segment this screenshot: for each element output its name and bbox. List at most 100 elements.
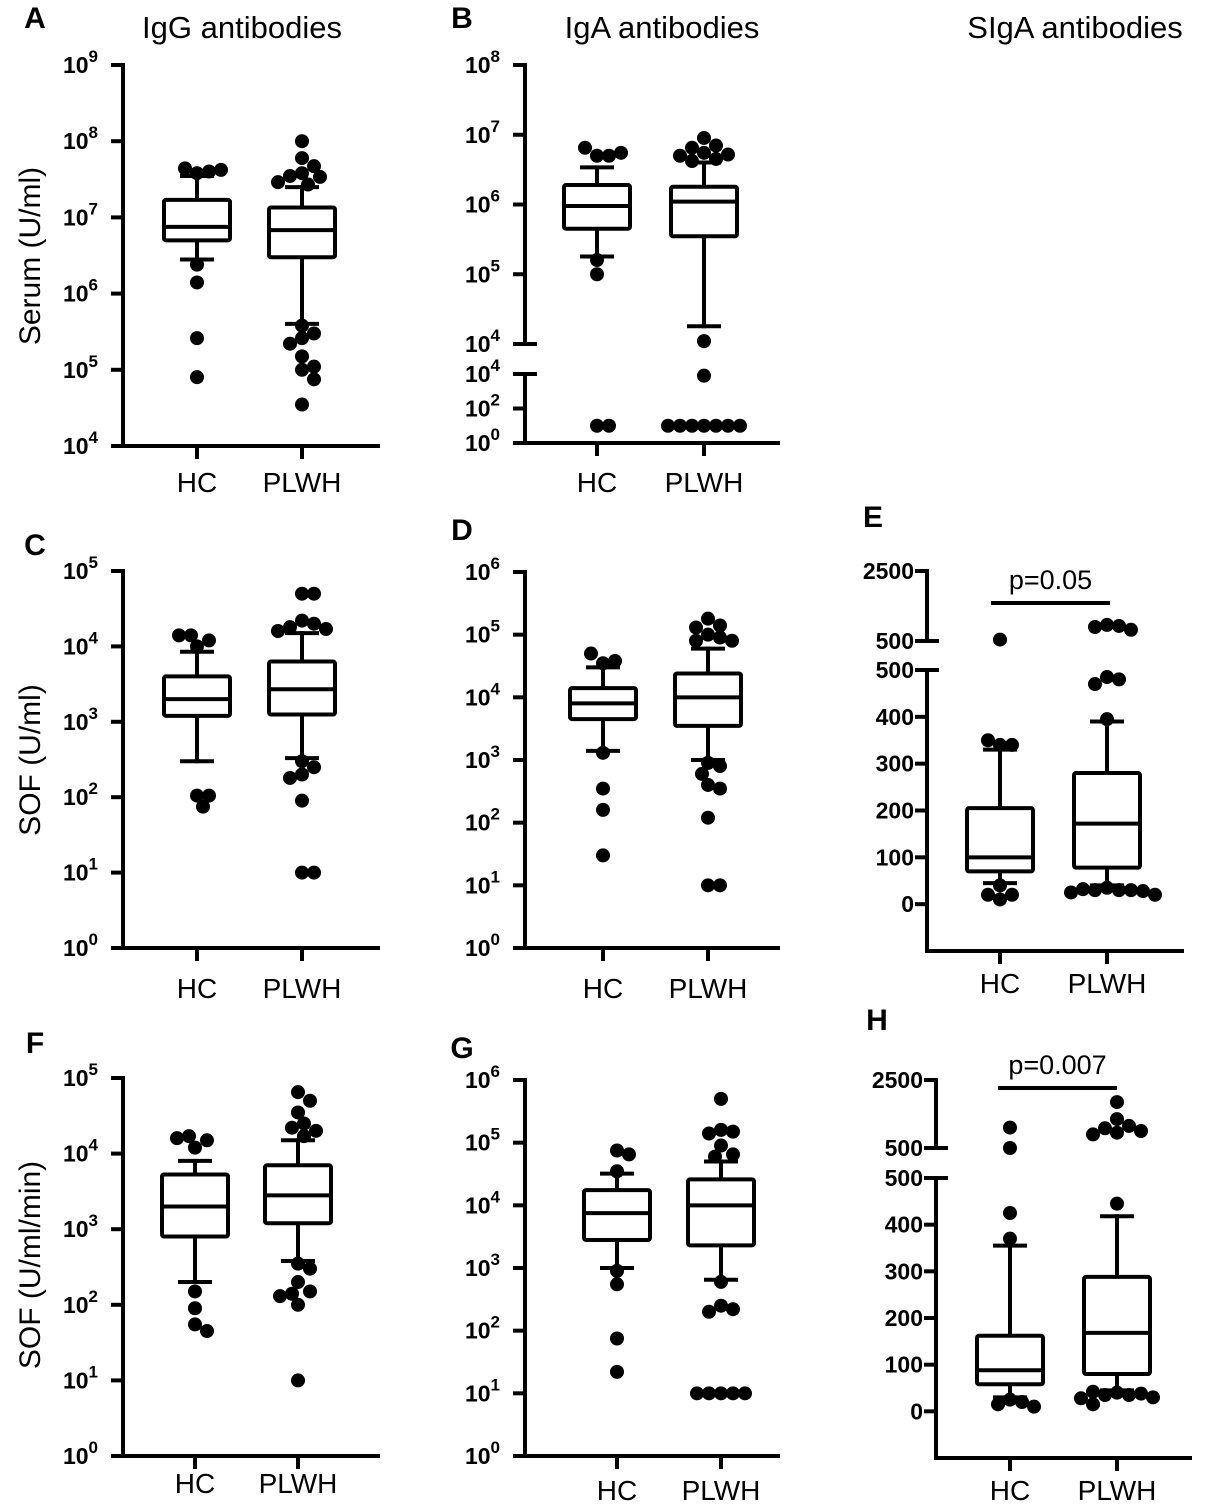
y-tick-label: 106 [63, 276, 98, 307]
outlier-point [714, 1298, 728, 1313]
outlier-point [602, 148, 616, 163]
outlier-point [295, 318, 309, 333]
y-tick-label: 400 [876, 704, 914, 730]
outlier-point [596, 802, 610, 817]
y-tick-label: 104 [63, 428, 99, 459]
outlier-point [590, 418, 604, 433]
outlier-point [721, 147, 735, 162]
outlier-point [1003, 1141, 1017, 1155]
outlier-point [1088, 620, 1102, 634]
y-tick-label: 100 [465, 425, 500, 456]
outlier-point [1005, 887, 1019, 902]
outlier-point [610, 1331, 624, 1346]
y-tick-label: 101 [465, 867, 500, 898]
outlier-point [685, 154, 699, 169]
box-HC [562, 140, 632, 433]
outlier-point [695, 766, 709, 781]
outlier-point [708, 1149, 722, 1164]
y-tick-label: 105 [63, 553, 98, 584]
box-HC [162, 628, 232, 814]
outlier-point [726, 1302, 740, 1317]
outlier-point [1110, 1196, 1124, 1211]
panel-letter: E [863, 501, 883, 534]
outlier-point [709, 418, 723, 433]
y-tick-label: 102 [63, 1287, 98, 1318]
outlier-point [1124, 622, 1138, 637]
outlier-point [1003, 1120, 1017, 1135]
category-label: PLWH [682, 1475, 761, 1506]
outlier-point [697, 418, 711, 433]
outlier-point [1003, 1231, 1017, 1246]
outlier-point [1100, 670, 1114, 685]
outlier-point [614, 145, 628, 160]
y-tick-label: 102 [465, 805, 500, 836]
outlier-point [713, 618, 727, 633]
outlier-point [1086, 1127, 1100, 1142]
outlier-point [702, 1304, 716, 1319]
outlier-point [295, 151, 309, 166]
outlier-point [303, 1093, 317, 1108]
outlier-point [689, 633, 703, 648]
outlier-point [291, 1256, 305, 1271]
outlier-point [1110, 1125, 1124, 1140]
outlier-point [184, 628, 198, 643]
outlier-point [697, 145, 711, 160]
box-PLWH [1064, 617, 1162, 902]
outlier-point [295, 349, 309, 364]
outlier-point [291, 1105, 305, 1120]
outlier-point [713, 878, 727, 893]
panel-letter: D [451, 514, 473, 547]
outlier-point [202, 633, 216, 648]
outlier-point [1005, 737, 1019, 752]
y-tick-label: 100 [63, 1438, 98, 1469]
outlier-point [307, 372, 321, 387]
outlier-point [673, 148, 687, 163]
outlier-point [295, 362, 309, 377]
y-tick-label: 400 [885, 1212, 923, 1238]
y-tick-label: 101 [63, 1362, 98, 1393]
outlier-point [200, 1133, 214, 1148]
box-iqr [673, 671, 743, 728]
y-tick-label: 100 [876, 844, 914, 870]
outlier-point [1074, 1391, 1088, 1406]
box-iqr [162, 197, 232, 243]
outlier-point [673, 418, 687, 433]
outlier-point [1100, 880, 1114, 895]
outlier-point [1100, 617, 1114, 632]
y-axis-label: Serum (U/ml) [14, 167, 47, 345]
panel-H: H 500 2500 0 100 200 300 400 500 HC PLWH p=0.007 [866, 1004, 1192, 1506]
outlier-point [610, 1277, 624, 1292]
outlier-point [295, 865, 309, 880]
outlier-point [1112, 618, 1126, 633]
outlier-point [1134, 1124, 1148, 1138]
y-tick-label: 2500 [872, 1067, 923, 1093]
panel-G: G 100 101 102 103 104 105 106 HC PLWH [450, 1032, 780, 1506]
outlier-point [295, 754, 309, 769]
y-tick-label: 105 [465, 256, 500, 287]
outlier-point [182, 1129, 196, 1144]
outlier-point [701, 777, 715, 792]
outlier-point [1124, 883, 1138, 898]
column-title: IgA antibodies [565, 10, 760, 45]
y-tick-label: 500 [876, 628, 914, 654]
y-tick-label: 105 [465, 1125, 500, 1156]
y-tick-label: 105 [465, 617, 500, 648]
outlier-point [701, 878, 715, 893]
outlier-point [271, 175, 285, 190]
outlier-point [1122, 1118, 1136, 1133]
outlier-point [214, 162, 228, 177]
box-HC [568, 646, 638, 863]
outlier-point [1136, 884, 1150, 899]
outlier-point [283, 168, 297, 183]
outlier-point [1064, 885, 1078, 900]
outlier-point [726, 1147, 740, 1162]
outlier-point [590, 253, 604, 268]
y-tick-label: 104 [465, 326, 501, 357]
outlier-point [291, 1297, 305, 1312]
outlier-point [991, 1397, 1005, 1412]
outlier-point [319, 622, 333, 637]
y-tick-label: 108 [63, 123, 98, 154]
outlier-point [295, 613, 309, 628]
outlier-point [596, 745, 610, 760]
y-tick-label: 101 [63, 855, 98, 886]
